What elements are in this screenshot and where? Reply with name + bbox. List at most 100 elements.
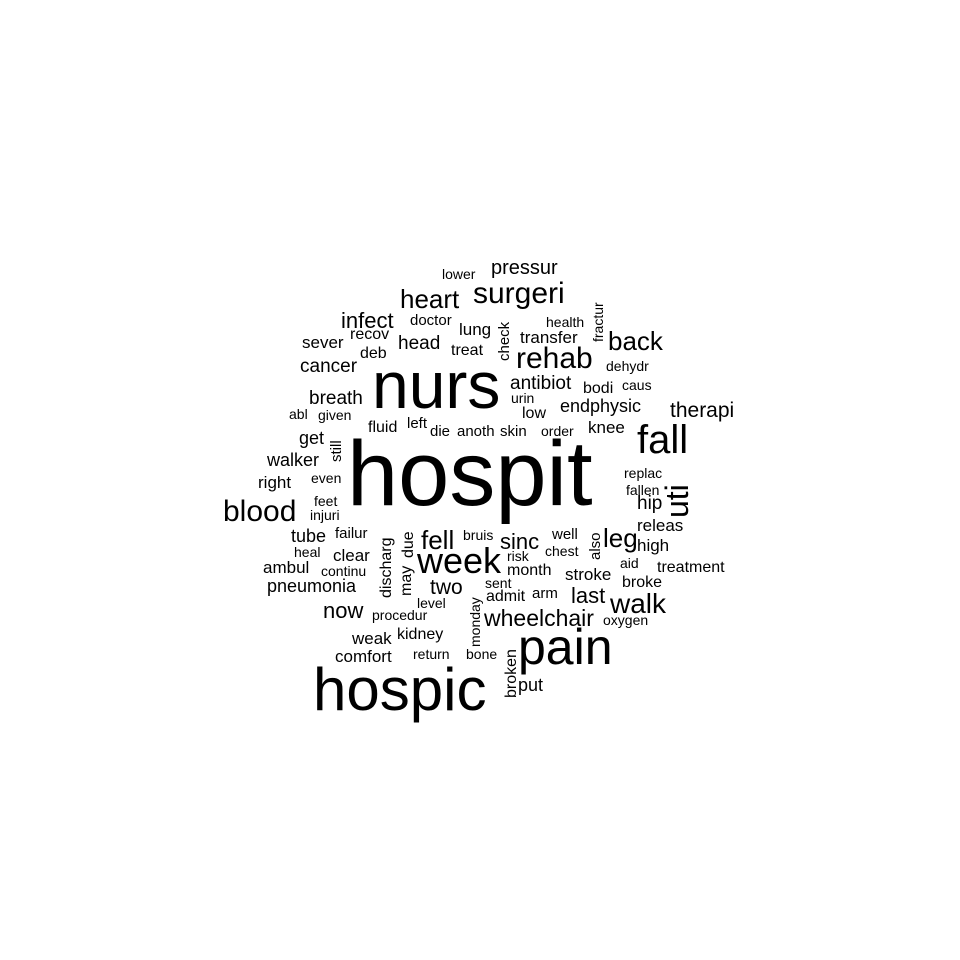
word-given: given: [318, 407, 352, 423]
word-lung: lung: [459, 320, 492, 339]
word-kidney: kidney: [397, 626, 444, 643]
word-uti: uti: [659, 484, 695, 518]
word-injuri: injuri: [310, 507, 340, 523]
word-nurs: nurs: [372, 348, 501, 422]
word-bodi: bodi: [583, 380, 614, 397]
word-bruis: bruis: [463, 527, 494, 543]
word-still: still: [328, 440, 345, 462]
word-well: well: [552, 526, 578, 543]
word-even: even: [311, 470, 342, 486]
word-fell: fell: [421, 525, 455, 555]
word-oxygen: oxygen: [603, 612, 649, 628]
word-discharg: discharg: [378, 537, 395, 598]
word-doctor: doctor: [410, 312, 452, 329]
word-stroke: stroke: [565, 565, 612, 584]
word-treat: treat: [451, 342, 484, 359]
word-therapi: therapi: [670, 399, 735, 422]
word-get: get: [299, 428, 325, 448]
word-now: now: [323, 598, 364, 623]
word-due: due: [400, 531, 417, 558]
word-risk: risk: [507, 548, 529, 564]
word-pressur: pressur: [491, 257, 558, 279]
word-pain: pain: [518, 619, 613, 675]
word-dehydr: dehydr: [606, 358, 649, 374]
word-last: last: [571, 583, 606, 608]
word-knee: knee: [588, 418, 625, 437]
word-antibiot: antibiot: [510, 373, 572, 394]
word-walk: walk: [610, 588, 667, 619]
word-back: back: [608, 326, 663, 356]
word-releas: releas: [637, 516, 684, 535]
word-replac: replac: [624, 465, 663, 481]
word-surgeri: surgeri: [473, 277, 565, 310]
word-skin: skin: [500, 423, 527, 440]
word-continu: continu: [321, 563, 367, 579]
word-lower: lower: [442, 266, 476, 282]
word-fallen: fallen: [626, 482, 660, 498]
word-health: health: [546, 314, 585, 330]
word-recov: recov: [350, 326, 390, 343]
word-left: left: [407, 415, 428, 432]
word-endphysic: endphysic: [560, 396, 642, 416]
word-sinc: sinc: [500, 529, 540, 554]
word-cancer: cancer: [300, 356, 358, 377]
word-comfort: comfort: [335, 647, 392, 666]
word-two: two: [430, 576, 463, 599]
word-arm: arm: [532, 585, 558, 602]
word-deb: deb: [360, 345, 387, 362]
word-rehab: rehab: [516, 342, 593, 375]
word-admit: admit: [486, 588, 526, 605]
word-month: month: [507, 562, 552, 579]
word-aid: aid: [620, 555, 639, 571]
word-hip: hip: [637, 493, 663, 514]
word-head: head: [398, 333, 441, 354]
word-broken: broken: [503, 649, 520, 698]
word-high: high: [637, 536, 670, 555]
word-failur: failur: [335, 525, 368, 542]
word-right: right: [258, 473, 292, 492]
word-week: week: [417, 540, 502, 581]
word-weak: weak: [352, 629, 392, 648]
word-may: may: [398, 565, 415, 596]
word-anoth: anoth: [457, 423, 495, 440]
word-bone: bone: [466, 646, 498, 662]
word-heart: heart: [400, 284, 460, 314]
word-hospic: hospic: [313, 656, 487, 723]
word-order: order: [541, 423, 574, 439]
word-leg: leg: [603, 523, 638, 553]
word-infect: infect: [341, 308, 394, 333]
word-caus: caus: [622, 377, 652, 393]
word-blood: blood: [223, 495, 297, 528]
word-sent: sent: [485, 575, 512, 591]
word-feet: feet: [314, 493, 338, 509]
word-check: check: [496, 321, 513, 361]
word-treatment: treatment: [657, 559, 725, 576]
word-clear: clear: [333, 546, 370, 565]
word-pneumonia: pneumonia: [267, 576, 357, 596]
word-tube: tube: [291, 526, 327, 546]
word-urin: urin: [511, 390, 535, 406]
word-chest: chest: [545, 543, 579, 559]
word-return: return: [413, 646, 450, 662]
word-ambul: ambul: [263, 558, 310, 577]
word-wheelchair: wheelchair: [484, 605, 594, 631]
word-also: also: [587, 532, 604, 560]
word-die: die: [430, 423, 451, 440]
word-put: put: [518, 675, 544, 695]
word-walker: walker: [267, 450, 320, 470]
word-fall: fall: [637, 418, 689, 462]
word-hospit: hospit: [347, 423, 593, 525]
word-low: low: [522, 405, 547, 422]
word-abl: abl: [289, 406, 308, 422]
word-broke: broke: [622, 574, 663, 591]
word-breath: breath: [309, 388, 363, 409]
word-fluid: fluid: [368, 419, 398, 436]
word-sever: sever: [302, 333, 344, 352]
word-fractur: fractur: [590, 302, 606, 342]
word-level: level: [417, 595, 446, 611]
word-monday: monday: [467, 597, 483, 647]
word-heal: heal: [294, 544, 321, 560]
word-procedur: procedur: [372, 607, 428, 623]
word-transfer: transfer: [520, 328, 578, 347]
